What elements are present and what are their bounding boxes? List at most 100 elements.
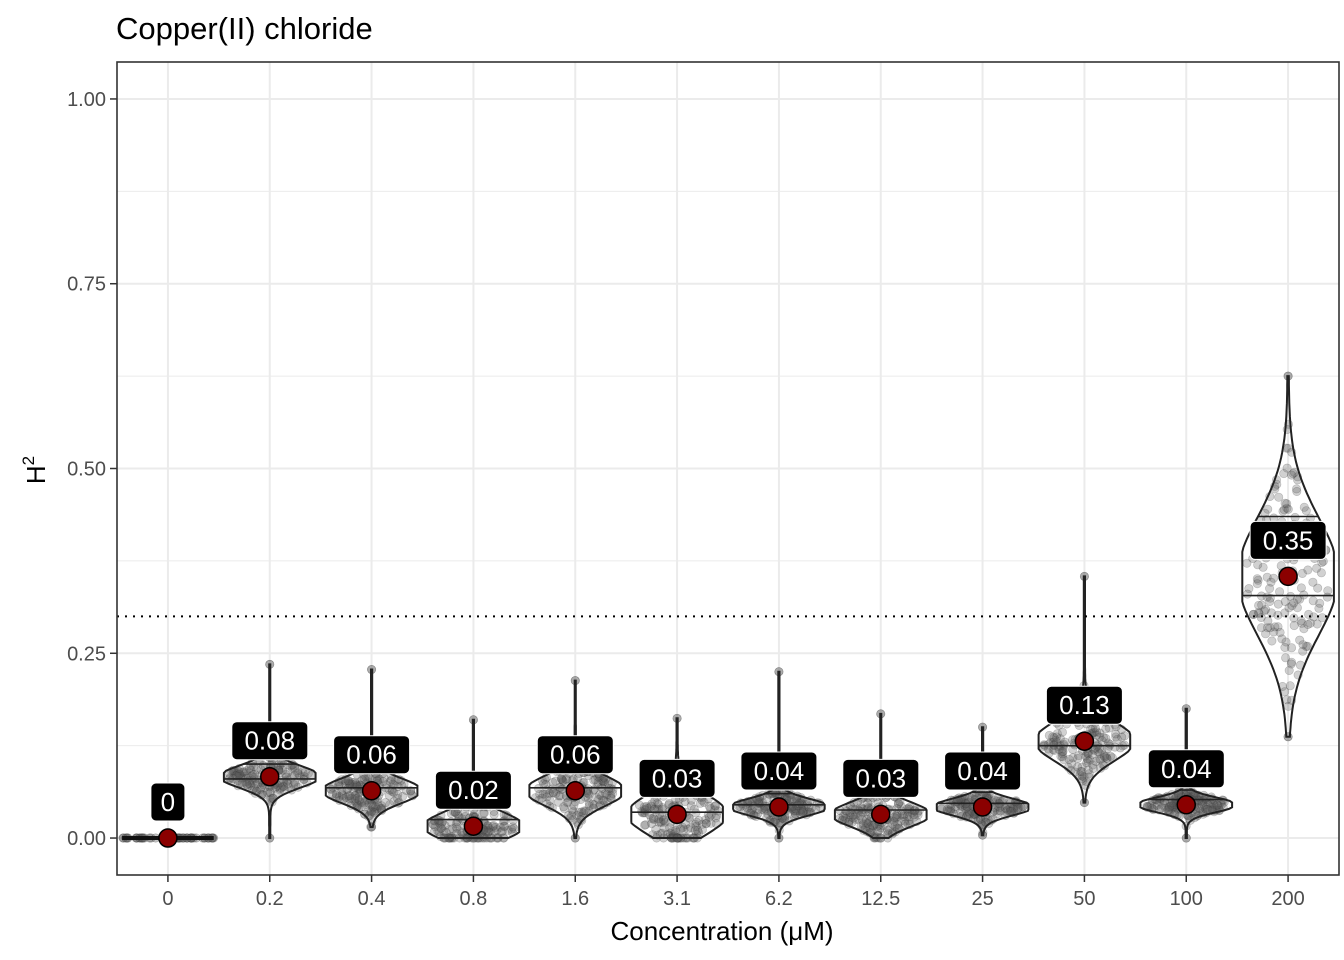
mean-point bbox=[361, 780, 382, 801]
jitter-point bbox=[794, 799, 804, 809]
jitter-point bbox=[647, 799, 657, 809]
jitter-point bbox=[798, 806, 808, 816]
y-tick-label: 0.00 bbox=[67, 828, 106, 850]
jitter-point bbox=[957, 797, 967, 807]
jitter-point bbox=[1201, 802, 1211, 812]
x-tick-label: 3.1 bbox=[663, 888, 691, 910]
jitter-point bbox=[887, 819, 897, 829]
jitter-point bbox=[233, 771, 243, 781]
jitter-point bbox=[788, 797, 798, 807]
jitter-point bbox=[946, 804, 956, 814]
jitter-point bbox=[1256, 612, 1266, 622]
jitter-point bbox=[692, 817, 702, 827]
jitter-point bbox=[559, 802, 569, 812]
jitter-point bbox=[252, 765, 262, 775]
jitter-point bbox=[456, 827, 466, 837]
jitter-point bbox=[262, 787, 272, 797]
data-label-box bbox=[231, 721, 309, 761]
jitter-point bbox=[1046, 737, 1056, 747]
jitter-point bbox=[1167, 800, 1177, 810]
jitter-point bbox=[572, 810, 582, 820]
jitter-point bbox=[697, 819, 707, 829]
jitter-point bbox=[798, 801, 808, 811]
jitter-point bbox=[1287, 601, 1297, 611]
jitter-point bbox=[649, 814, 659, 824]
jitter-point bbox=[392, 793, 402, 803]
jitter-point bbox=[393, 782, 403, 792]
jitter-point bbox=[483, 821, 493, 831]
x-axis: 0 0.2 0.4 0.8 1.6 3.1 6.2 12.5 25 50 100 200 bbox=[162, 875, 1305, 910]
jitter-point bbox=[1201, 804, 1211, 814]
jitter-point bbox=[786, 794, 796, 804]
jitter-point bbox=[678, 822, 688, 832]
jitter-point bbox=[503, 825, 513, 835]
jitter-point bbox=[964, 807, 974, 817]
jitter-point bbox=[279, 760, 289, 770]
jitter-point bbox=[689, 804, 699, 814]
jitter-point bbox=[334, 792, 344, 802]
jitter-point bbox=[795, 806, 805, 816]
jitter-point bbox=[1083, 756, 1093, 766]
jitter-point bbox=[278, 765, 288, 775]
jitter-point bbox=[373, 801, 383, 811]
jitter-point bbox=[1058, 746, 1068, 756]
jitter-point bbox=[686, 801, 696, 811]
jitter-point bbox=[792, 806, 802, 816]
y-tick-label: 0.75 bbox=[67, 274, 106, 296]
jitter-point bbox=[331, 789, 341, 799]
jitter-point bbox=[606, 793, 616, 803]
jitter-point bbox=[892, 812, 902, 822]
violin-body bbox=[1139, 707, 1234, 839]
jitter-point bbox=[1044, 730, 1054, 740]
jitter-point bbox=[1158, 800, 1168, 810]
jitter-point bbox=[1152, 800, 1162, 810]
jitter-point bbox=[598, 795, 608, 805]
jitter-point bbox=[797, 799, 807, 809]
jitter-point bbox=[1210, 800, 1220, 810]
jitter-point bbox=[775, 818, 785, 828]
jitter-point bbox=[1083, 765, 1093, 775]
jitter-point bbox=[1106, 751, 1116, 761]
jitter-point bbox=[595, 790, 605, 800]
jitter-point bbox=[436, 823, 446, 833]
jitter-point bbox=[332, 791, 342, 801]
jitter-point bbox=[368, 802, 378, 812]
jitter-point bbox=[1282, 463, 1292, 473]
x-tick-label: 1.6 bbox=[561, 888, 589, 910]
jitter-point bbox=[1308, 577, 1318, 587]
jitter-point bbox=[849, 813, 859, 823]
data-label-text: 0.13 bbox=[1059, 690, 1110, 720]
jitter-point bbox=[695, 798, 705, 808]
jitter-point bbox=[233, 776, 243, 786]
jitter-point bbox=[584, 801, 594, 811]
jitter-point bbox=[754, 799, 764, 809]
jitter-point bbox=[995, 806, 1005, 816]
jitter-point bbox=[242, 779, 252, 789]
jitter-point bbox=[646, 801, 656, 811]
jitter-point bbox=[890, 821, 900, 831]
jitter-point bbox=[225, 773, 235, 783]
mean-point bbox=[667, 804, 687, 825]
jitter-point bbox=[653, 800, 663, 810]
jitter-point bbox=[660, 817, 670, 827]
jitter-point bbox=[287, 772, 297, 782]
jitter-point bbox=[1213, 800, 1223, 810]
jitter-point bbox=[838, 811, 848, 821]
jitter-point bbox=[499, 821, 509, 831]
mean-point bbox=[565, 780, 585, 801]
jitter-point bbox=[597, 776, 607, 786]
jitter-point bbox=[567, 805, 577, 815]
mean-point bbox=[972, 797, 993, 817]
jitter-point bbox=[1076, 766, 1086, 776]
jitter-point bbox=[1298, 640, 1308, 650]
jitter-point bbox=[1101, 733, 1111, 743]
jitter-point bbox=[897, 806, 907, 816]
jitter-point bbox=[862, 814, 872, 824]
jitter-point bbox=[1282, 503, 1292, 513]
jitter-point bbox=[865, 823, 875, 833]
jitter-point bbox=[347, 777, 357, 787]
jitter-point bbox=[1102, 754, 1112, 764]
jitter-point bbox=[1292, 484, 1302, 494]
jitter-point bbox=[993, 806, 1003, 816]
